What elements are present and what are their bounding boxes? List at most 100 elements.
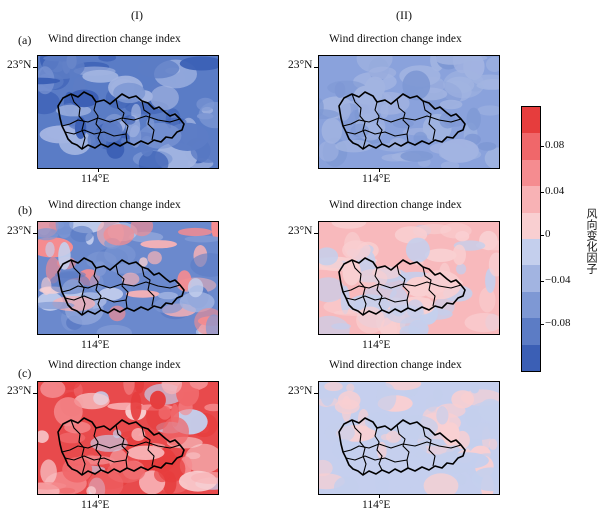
heatmap-cell <box>58 242 71 270</box>
heatmap-cell <box>139 122 182 149</box>
heatmap-cell <box>108 305 126 322</box>
heatmap-panel-a-I <box>37 55 219 169</box>
heatmap-cell <box>470 385 479 394</box>
heatmap-cell <box>130 391 142 421</box>
heatmap-cell <box>455 231 470 242</box>
district-boundary <box>61 281 181 293</box>
lon-tick-2 <box>379 168 380 172</box>
heatmap-svg-5 <box>38 382 218 494</box>
heatmap-cell <box>334 82 346 98</box>
region-outline <box>338 91 466 150</box>
region-outline <box>338 257 466 316</box>
heatmap-cell <box>484 147 499 168</box>
lon-tick-6 <box>379 494 380 498</box>
heatmap-cell <box>184 235 218 243</box>
heatmap-cell <box>101 119 123 143</box>
heatmap-cell <box>121 272 140 286</box>
heatmap-cell <box>55 104 92 117</box>
heatmap-cell <box>125 290 160 298</box>
district-boundary <box>70 93 86 150</box>
row-label-a: (a) <box>18 33 32 47</box>
heatmap-cell <box>149 390 166 410</box>
colorbar-cell <box>522 344 540 371</box>
heatmap-cell <box>423 473 459 494</box>
district-boundary <box>93 267 102 311</box>
panel-title-1: Wind direction change index <box>48 33 181 45</box>
heatmap-cell <box>486 56 499 72</box>
heatmap-cell <box>179 291 215 313</box>
heatmap-cell <box>464 409 481 428</box>
region-outline <box>338 417 466 476</box>
heatmap-cell <box>321 117 343 144</box>
heatmap-cell <box>386 304 425 324</box>
lat-tick-2 <box>314 67 318 68</box>
heatmap-cell <box>433 388 443 401</box>
heatmap-cell <box>89 273 104 292</box>
colorbar-cell <box>522 186 540 213</box>
panel-title-3: Wind direction change index <box>48 199 181 211</box>
lon-label-5: 114°E <box>81 499 110 511</box>
heatmap-cell <box>402 70 431 101</box>
district-boundary <box>141 426 155 467</box>
heatmap-cell <box>331 439 357 460</box>
district-boundary <box>374 427 383 471</box>
colorbar-tick-mark <box>541 281 544 282</box>
heatmap-cell <box>69 89 99 108</box>
heatmap-cell <box>74 392 110 410</box>
heatmap-cell <box>331 323 351 330</box>
heatmap-cell <box>319 277 345 303</box>
heatmap-cell <box>380 433 392 441</box>
district-boundary <box>342 441 462 453</box>
heatmap-panel-b-I <box>37 221 219 335</box>
heatmap-cell <box>134 382 144 394</box>
heatmap-cell <box>375 467 389 494</box>
heatmap-cell <box>471 467 499 492</box>
colorbar-tick-label: 0.04 <box>545 185 565 197</box>
heatmap-panel-b-II <box>318 221 500 335</box>
heatmap-cell <box>150 85 179 110</box>
heatmap-cell <box>38 301 75 310</box>
heatmap-cell <box>457 474 467 485</box>
heatmap-cell <box>479 287 496 313</box>
heatmap-cell <box>38 430 49 443</box>
heatmap-cell <box>131 428 146 441</box>
heatmap-cell <box>405 237 430 263</box>
district-boundary <box>351 93 367 150</box>
district-boundary <box>141 100 155 141</box>
colorbar-cell <box>522 212 540 239</box>
column-title-1: (I) <box>131 8 143 22</box>
district-boundary <box>422 426 436 467</box>
heatmap-cell <box>336 98 351 121</box>
heatmap-cell <box>126 445 165 460</box>
heatmap-cell <box>103 224 135 246</box>
district-boundary <box>422 100 436 141</box>
district-boundary <box>64 295 127 303</box>
lon-tick-4 <box>379 334 380 338</box>
heatmap-cell <box>368 66 397 79</box>
region-outline <box>57 417 185 476</box>
heatmap-cell <box>38 228 59 241</box>
heatmap-cell <box>405 276 433 297</box>
district-boundary <box>64 455 127 463</box>
heatmap-cell <box>439 138 479 163</box>
heatmap-cell <box>190 253 218 277</box>
heatmap-cell <box>187 278 204 298</box>
heatmap-cell <box>196 113 214 120</box>
heatmap-cell <box>319 109 339 120</box>
lat-label-4: 23°N <box>288 225 313 237</box>
heatmap-cell <box>334 476 359 494</box>
lat-tick-1 <box>33 67 37 68</box>
district-boundary <box>345 455 408 463</box>
district-boundary <box>342 281 462 293</box>
colorbar-cell <box>522 265 540 292</box>
heatmap-cell <box>452 244 466 266</box>
heatmap-cell <box>488 252 499 277</box>
colorbar-tick-mark <box>541 146 544 147</box>
heatmap-cell <box>58 487 76 494</box>
heatmap-cell <box>451 390 475 409</box>
heatmap-cell <box>189 382 208 389</box>
heatmap-cell <box>478 398 499 422</box>
lat-tick-6 <box>314 393 318 394</box>
heatmap-cell <box>130 222 154 237</box>
heatmap-cell <box>137 58 180 79</box>
